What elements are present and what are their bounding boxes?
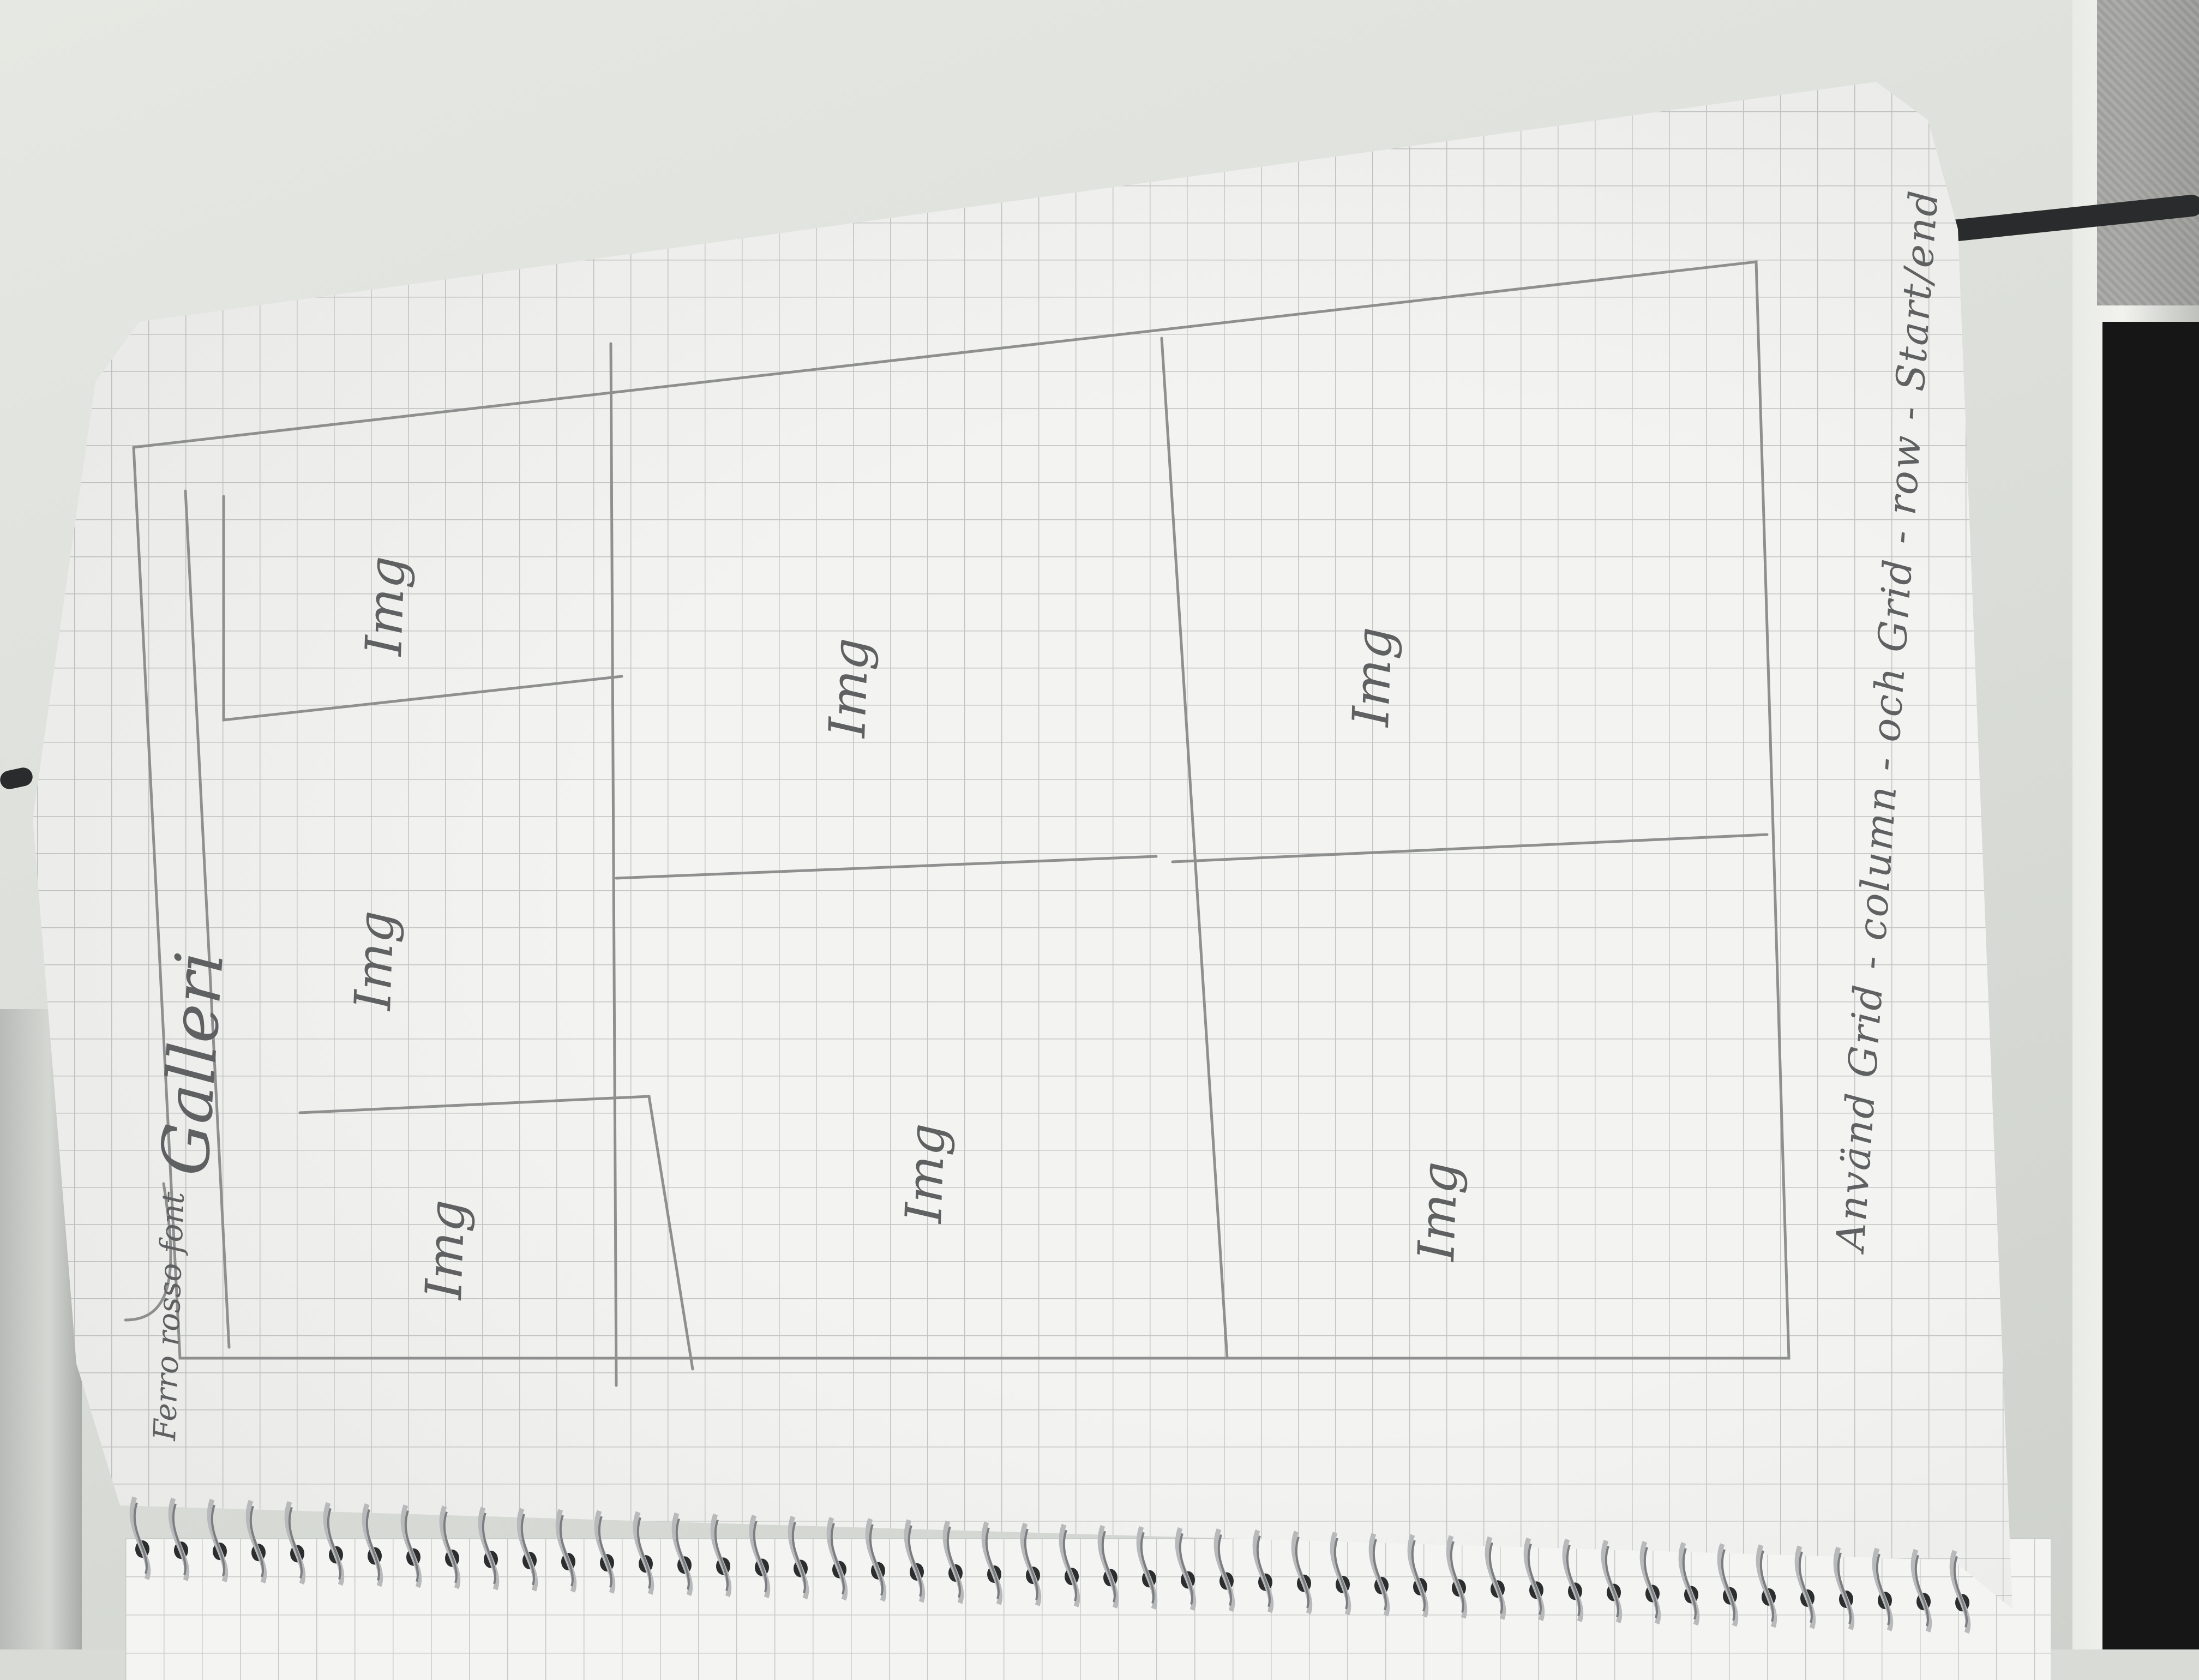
title-underline (124, 1182, 172, 1322)
spiral-ring-shadow (1372, 1539, 1387, 1611)
spiral-ring-shadow (636, 1517, 651, 1589)
row-divider-mid (615, 855, 1158, 880)
spiral-ring-shadow (1024, 1528, 1038, 1600)
spiral-ring-shadow (1914, 1555, 1929, 1627)
spiral-ring-shadow (1527, 1543, 1542, 1615)
spiral-ring-shadow (753, 1520, 767, 1593)
spiral-ring-shadow (482, 1513, 496, 1585)
spiral-ring-shadow (1295, 1537, 1309, 1609)
carpet (2097, 0, 2199, 305)
spiral-ring-shadow (1488, 1542, 1503, 1614)
spiral-ring-shadow (1837, 1552, 1852, 1624)
spiral-ring-shadow (520, 1514, 535, 1586)
spiral-ring-shadow (1101, 1531, 1116, 1603)
spiral-ring-shadow (1333, 1538, 1348, 1610)
spiral-ring-shadow (133, 1502, 148, 1574)
spiral-ring-shadow (1140, 1532, 1155, 1604)
spiral-ring-shadow (1682, 1547, 1697, 1620)
img-box-1 (222, 495, 623, 722)
spiral-ring-shadow (1450, 1541, 1464, 1613)
spiral-ring-shadow (404, 1510, 419, 1582)
spiral-ring-shadow (791, 1521, 806, 1594)
spiral-ring-shadow (443, 1511, 458, 1583)
spiral-ring-shadow (714, 1519, 729, 1591)
spiral-ring-shadow (1062, 1529, 1077, 1601)
spiral-ring-shadow (327, 1508, 341, 1580)
row-divider-right (1171, 833, 1769, 863)
spiral-ring-shadow (1876, 1553, 1890, 1625)
spiral-ring-shadow (1605, 1545, 1619, 1618)
spiral-ring-shadow (598, 1516, 612, 1588)
spiral-ring-shadow (1721, 1549, 1735, 1621)
monitor-edge (2102, 322, 2199, 1649)
spiral-ring-shadow (1643, 1546, 1658, 1619)
spiral-ring-shadow (288, 1507, 303, 1579)
spiral-ring-shadow (559, 1515, 574, 1587)
spiral-ring-shadow (946, 1526, 961, 1598)
spiral-ring-shadow (211, 1504, 225, 1576)
spiral-ring-shadow (1411, 1540, 1426, 1612)
spiral-ring-shadow (985, 1527, 1000, 1599)
header-divider (184, 489, 231, 1349)
spiral-ring-shadow (1217, 1534, 1232, 1606)
img-box-3 (298, 1095, 694, 1371)
column-divider-2 (1160, 337, 1229, 1360)
spiral-ring-shadow (249, 1505, 264, 1577)
spiral-ring-shadow (1566, 1544, 1581, 1617)
spiral-ring-shadow (908, 1525, 922, 1597)
spiral-ring-shadow (1759, 1550, 1774, 1622)
spiral-ring-shadow (675, 1518, 690, 1590)
spiral-ring-shadow (830, 1522, 845, 1595)
outer-frame (132, 260, 1791, 1360)
spiral-ring-shadow (1953, 1556, 1968, 1628)
spiral-ring-shadow (172, 1503, 187, 1575)
spiral-ring-shadow (1179, 1533, 1193, 1605)
spiral-ring-shadow (1256, 1535, 1271, 1607)
column-divider-1 (609, 342, 618, 1387)
spiral-ring-shadow (1798, 1551, 1813, 1623)
spiral-ring-shadow (365, 1509, 380, 1581)
spiral-ring-shadow (869, 1524, 884, 1596)
